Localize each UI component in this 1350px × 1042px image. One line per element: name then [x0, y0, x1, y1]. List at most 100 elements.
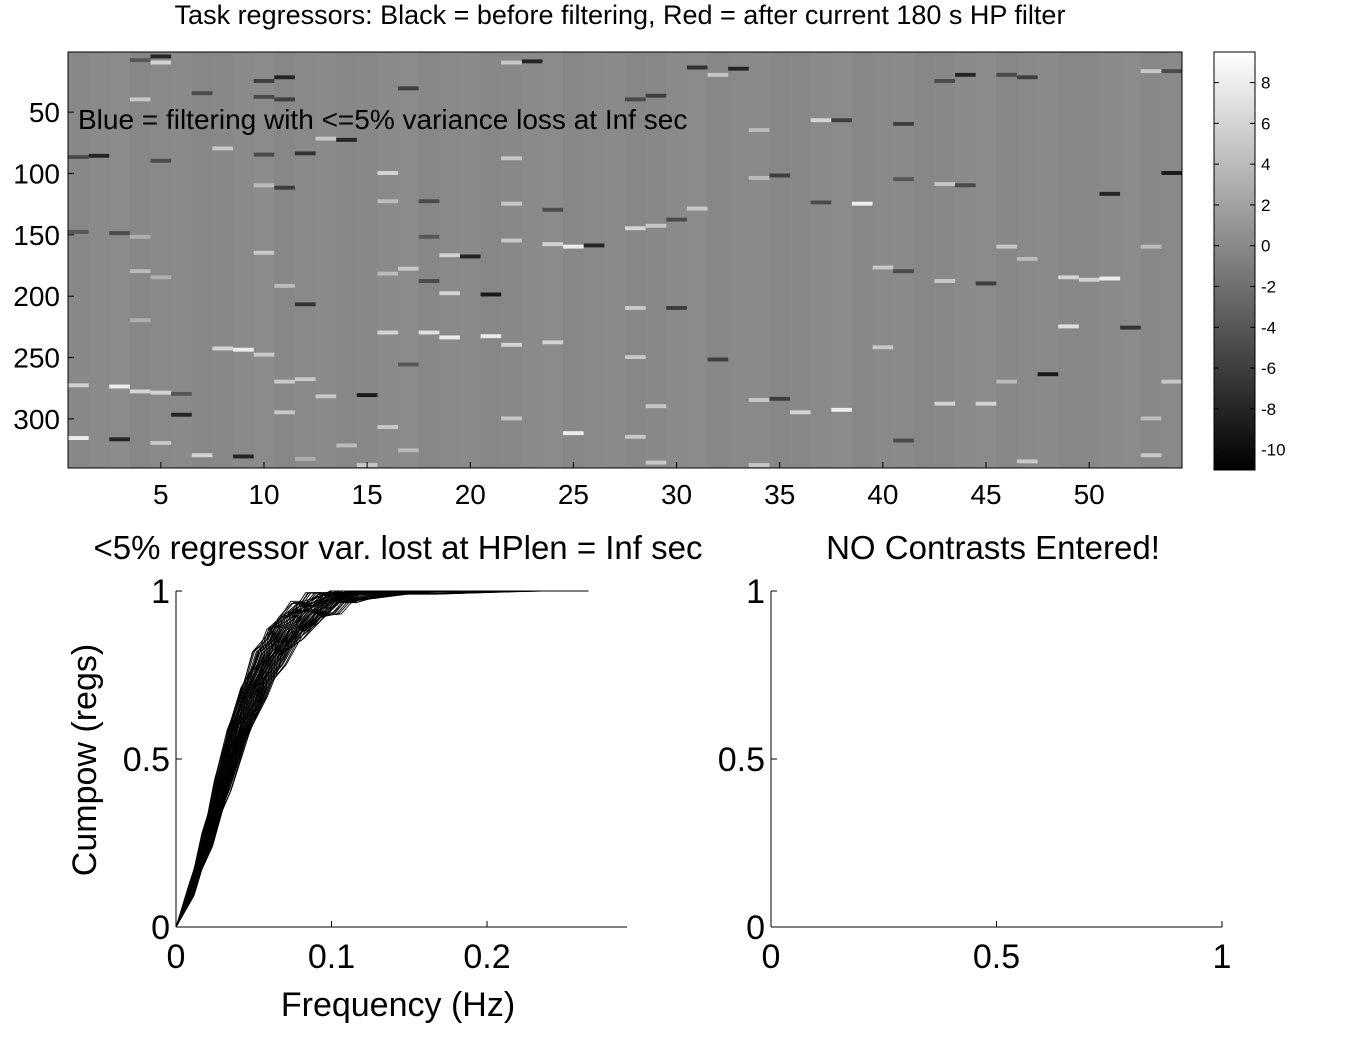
- cumpow-x-tick-label: 0.2: [463, 938, 510, 976]
- heatmap-cell: [1140, 244, 1162, 249]
- heatmap-cell: [501, 416, 522, 421]
- heatmap-x-tick-label: 20: [455, 479, 486, 510]
- heatmap-cell: [377, 425, 399, 429]
- cumpow-series-line: [175, 590, 589, 928]
- heatmap-column: [790, 52, 812, 468]
- heatmap-cell: [542, 207, 564, 212]
- heatmap-cell: [171, 412, 192, 417]
- heatmap-column: [521, 52, 543, 468]
- heatmap-y-tick-label: 250: [13, 343, 60, 374]
- colorbar-tick-label: 0: [1261, 237, 1270, 256]
- heatmap-cell: [356, 393, 378, 398]
- heatmap-cell: [934, 401, 956, 406]
- heatmap-cell: [1140, 453, 1162, 458]
- heatmap-cell: [274, 379, 295, 384]
- contrasts-title: NO Contrasts Entered!: [826, 529, 1160, 566]
- heatmap-annotation: Blue = filtering with <=5% variance loss…: [78, 104, 687, 135]
- heatmap-cell: [294, 456, 316, 461]
- colorbar-tick-label: 6: [1261, 114, 1270, 133]
- cumpow-title: <5% regressor var. lost at HPlen = Inf s…: [94, 529, 703, 566]
- heatmap-cell: [893, 121, 914, 126]
- heatmap-column: [748, 52, 770, 468]
- heatmap-cell: [253, 352, 275, 357]
- heatmap-cell: [831, 118, 852, 123]
- heatmap-cell: [109, 384, 130, 389]
- heatmap-cell: [686, 206, 708, 211]
- contrasts-y-tick-label: 1: [746, 573, 765, 611]
- heatmap-column: [831, 52, 853, 468]
- heatmap-column: [274, 52, 296, 468]
- colorbar-tick-label: 2: [1261, 196, 1270, 215]
- heatmap-y-tick-label: 50: [29, 97, 60, 128]
- heatmap-cell: [934, 279, 956, 283]
- heatmap-cell: [851, 201, 873, 206]
- heatmap-cell: [274, 75, 295, 80]
- cumpow-panel: <5% regressor var. lost at HPlen = Inf s…: [66, 529, 702, 1024]
- heatmap-column: [480, 52, 502, 468]
- heatmap-cell: [501, 60, 522, 65]
- heatmap-cell: [686, 65, 708, 70]
- contrasts-y-tick-label: 0.5: [718, 741, 765, 779]
- heatmap-cell: [398, 362, 419, 367]
- heatmap-cell: [707, 357, 729, 362]
- heatmap-cell: [377, 199, 399, 204]
- heatmap-cell: [191, 453, 213, 458]
- heatmap-cell: [666, 217, 687, 222]
- contrasts-x-tick-label: 1: [1213, 938, 1232, 976]
- heatmap-cell: [625, 97, 646, 102]
- heatmap-y-tick-label: 300: [13, 404, 60, 435]
- heatmap-cell: [294, 151, 316, 156]
- cumpow-ticks: 0 0.1 0.2 0 0.5 1: [123, 573, 511, 976]
- heatmap-cell: [129, 234, 151, 239]
- heatmap-y-ticks: 50 100 150 200 250 300: [13, 97, 74, 435]
- heatmap-cell: [212, 146, 234, 151]
- heatmap-column: [315, 52, 337, 468]
- heatmap-cell: [1161, 379, 1182, 384]
- cumpow-y-tick-label: 0: [151, 909, 170, 947]
- heatmap-cell: [810, 118, 832, 123]
- heatmap-cell: [810, 200, 832, 205]
- heatmap-cell: [129, 269, 151, 274]
- contrasts-panel: NO Contrasts Entered! 0 0.5 1 0 0.5 1: [718, 529, 1232, 976]
- colorbar-tick-label: -2: [1261, 277, 1276, 296]
- heatmap-cell: [212, 346, 234, 351]
- heatmap-cell: [707, 72, 729, 77]
- heatmap-cell: [150, 390, 172, 395]
- heatmap-cell: [68, 383, 89, 388]
- heatmap-cell: [769, 396, 791, 401]
- heatmap-cell: [191, 91, 213, 96]
- heatmap-cell: [398, 266, 419, 271]
- heatmap-cell: [480, 334, 502, 339]
- heatmap-cell: [377, 271, 399, 276]
- heatmap-column: [191, 52, 213, 468]
- cumpow-series-line: [175, 590, 589, 928]
- heatmap-cell: [129, 58, 151, 63]
- heatmap-cell: [934, 78, 956, 83]
- heatmap-y-tick-label: 100: [13, 158, 60, 189]
- heatmap-cell: [439, 253, 460, 258]
- heatmap-cell: [975, 401, 997, 406]
- heatmap-cell: [748, 128, 770, 133]
- cumpow-y-tick-label: 0.5: [123, 741, 170, 779]
- heatmap-cell: [439, 291, 460, 296]
- heatmap-cell: [336, 443, 357, 448]
- heatmap-y-tick-label: 150: [13, 220, 60, 251]
- heatmap-cell: [1016, 256, 1038, 261]
- heatmap-cell: [274, 97, 295, 102]
- heatmap-cell: [109, 231, 130, 236]
- heatmap-x-tick-label: 10: [248, 479, 279, 510]
- heatmap-cell: [274, 410, 295, 415]
- heatmap-column: [233, 52, 255, 468]
- heatmap-cell: [1016, 75, 1038, 80]
- heatmap-cell: [129, 97, 151, 102]
- heatmap-cell: [934, 182, 956, 187]
- contrasts-ticks: 0 0.5 1 0 0.5 1: [718, 573, 1232, 976]
- heatmap-column: [686, 52, 709, 468]
- cumpow-y-tick-label: 1: [151, 573, 170, 611]
- heatmap-cell: [645, 223, 667, 228]
- heatmap-column: [604, 52, 626, 468]
- heatmap-cell: [480, 292, 502, 297]
- heatmap-cell: [893, 177, 914, 182]
- heatmap-cell: [1140, 416, 1162, 421]
